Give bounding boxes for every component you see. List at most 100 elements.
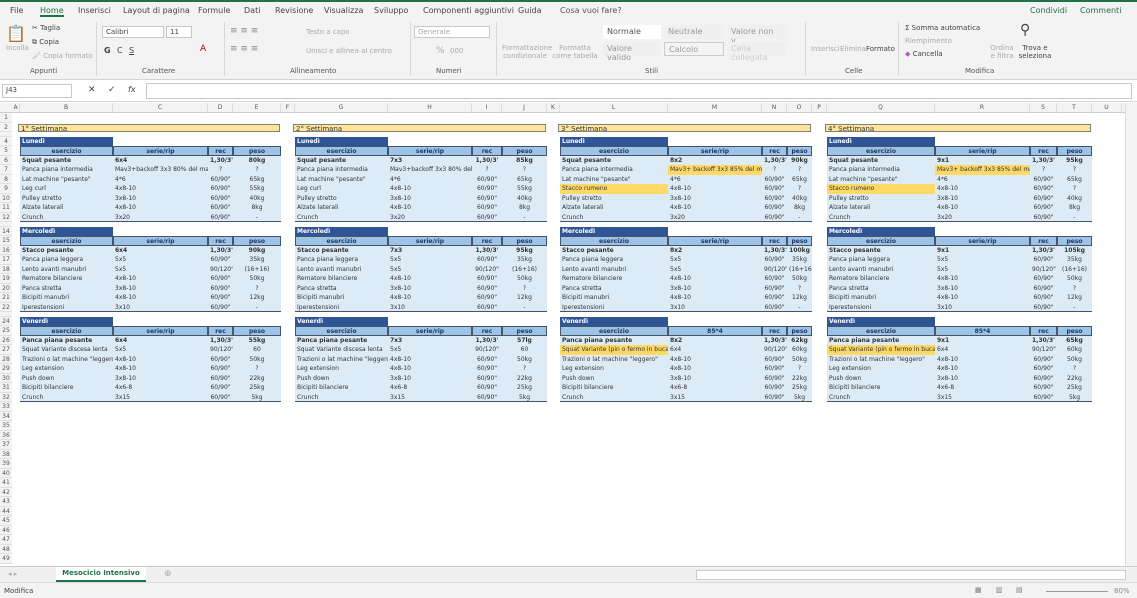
exercise-cell[interactable]: 3x10 (935, 302, 1030, 312)
row-header[interactable]: 33 (0, 402, 12, 412)
exercise-cell[interactable]: Lento avanti manubri (560, 264, 668, 274)
menu-dati[interactable]: Dati (244, 6, 261, 15)
exercise-cell[interactable]: ? (1057, 283, 1092, 293)
horizontal-scrollbar[interactable] (696, 570, 1126, 580)
row-header[interactable]: 34 (0, 411, 12, 421)
exercise-cell[interactable]: Trazioni o lat machine "leggero" (560, 354, 668, 364)
row-header[interactable]: 4 (0, 136, 12, 146)
exercise-cell[interactable]: 12kg (787, 293, 812, 303)
exercise-cell[interactable]: Rematore bilanciere (560, 274, 668, 284)
row-header[interactable]: 35 (0, 421, 12, 431)
exercise-cell[interactable]: 3x8-10 (935, 283, 1030, 293)
row-header[interactable]: 24 (0, 316, 12, 326)
exercise-cell[interactable]: 3x10 (668, 302, 762, 312)
exercise-cell[interactable]: 60/90" (472, 212, 502, 222)
exercise-cell[interactable]: Bicipiti manubri (560, 293, 668, 303)
exercise-cell[interactable]: Alzate laterali (827, 203, 935, 213)
exercise-cell[interactable]: 60/90" (208, 283, 233, 293)
exercise-cell[interactable]: 6x4 (935, 345, 1030, 355)
search-icon[interactable]: ⚲ (1020, 22, 1031, 38)
exercise-cell[interactable]: 4x8-10 (935, 203, 1030, 213)
exercise-cell[interactable]: 4x8-10 (113, 354, 208, 364)
exercise-cell[interactable]: Lento avanti manubri (295, 264, 388, 274)
exercise-cell[interactable]: Panca piana pesante (295, 335, 388, 345)
exercise-cell[interactable]: 4x6-8 (935, 383, 1030, 393)
exercise-cell[interactable]: - (787, 302, 812, 312)
column-header-C[interactable]: C (113, 103, 208, 113)
exercise-cell[interactable]: 40kg (502, 193, 547, 203)
menu-componenti-aggiuntivi[interactable]: Componenti aggiuntivi (423, 6, 514, 15)
clear-button[interactable]: ◆ Cancella (905, 50, 943, 58)
exercise-cell[interactable]: 50kg (502, 354, 547, 364)
exercise-cell[interactable]: 5x5 (935, 264, 1030, 274)
sort-filter-button[interactable]: Ordina e filtra (990, 44, 1014, 60)
exercise-cell[interactable]: 4*6 (388, 174, 472, 184)
exercise-cell[interactable]: 8x2 (668, 335, 762, 345)
exercise-cell[interactable]: 6x4 (113, 335, 208, 345)
delete-cells-button[interactable]: Elimina (840, 45, 866, 53)
exercise-cell[interactable]: 90/120" (472, 345, 502, 355)
exercise-cell[interactable]: Pulley stretto (560, 193, 668, 203)
exercise-cell[interactable]: ? (208, 165, 233, 175)
exercise-cell[interactable]: 8x2 (668, 245, 762, 255)
exercise-cell[interactable]: Push down (20, 373, 113, 383)
format-cells-button[interactable]: Formato (866, 45, 895, 53)
exercise-cell[interactable]: 55kg (233, 184, 281, 194)
row-header[interactable]: 36 (0, 430, 12, 440)
exercise-cell[interactable]: 50kg (1057, 354, 1092, 364)
exercise-cell[interactable]: 90/120" (1030, 345, 1057, 355)
row-header[interactable]: 16 (0, 245, 12, 255)
exercise-cell[interactable]: 60/90" (208, 203, 233, 213)
row-header[interactable]: 25 (0, 326, 12, 336)
exercise-cell[interactable]: 1,30/3' (208, 245, 233, 255)
exercise-cell[interactable]: 50kg (502, 274, 547, 284)
exercise-cell[interactable]: 7x3 (388, 245, 472, 255)
font-color-icon[interactable]: A (200, 44, 207, 54)
exercise-cell[interactable]: (16+16) (1057, 264, 1092, 274)
exercise-cell[interactable]: 4x8-10 (935, 274, 1030, 284)
exercise-cell[interactable]: 8kg (1057, 203, 1092, 213)
exercise-cell[interactable]: 5x5 (113, 255, 208, 265)
row-header[interactable] (0, 312, 12, 317)
exercise-cell[interactable]: 62kg (787, 335, 812, 345)
row-header[interactable]: 26 (0, 335, 12, 345)
menu-guida[interactable]: Guida (518, 6, 542, 15)
column-header-I[interactable]: I (472, 103, 502, 113)
row-header[interactable]: 7 (0, 165, 12, 175)
exercise-cell[interactable]: 50kg (233, 354, 281, 364)
menu-home[interactable]: Home (40, 6, 64, 17)
exercise-cell[interactable]: 60/90" (1030, 174, 1057, 184)
exercise-cell[interactable]: 60/90" (208, 212, 233, 222)
exercise-cell[interactable]: 95kg (502, 245, 547, 255)
exercise-cell[interactable]: Pulley stretto (827, 193, 935, 203)
exercise-cell[interactable]: ? (1057, 165, 1092, 175)
exercise-cell[interactable]: Trazioni o lat machine "leggero" (827, 354, 935, 364)
row-header[interactable]: 1 (0, 113, 12, 123)
exercise-cell[interactable]: 4x8-10 (113, 364, 208, 374)
exercise-cell[interactable]: Panca piana intermedia (827, 165, 935, 175)
exercise-cell[interactable]: 65kg (787, 174, 812, 184)
style-normal[interactable]: Normale (603, 25, 661, 39)
exercise-cell[interactable]: 6x4 (668, 345, 762, 355)
row-header[interactable] (0, 132, 12, 137)
exercise-cell[interactable]: Crunch (827, 212, 935, 222)
exercise-cell[interactable]: 90/120" (472, 264, 502, 274)
exercise-cell[interactable]: 60/90" (762, 383, 787, 393)
exercise-cell[interactable]: Panca piana leggera (20, 255, 113, 265)
exercise-cell[interactable]: 3x8-10 (113, 193, 208, 203)
exercise-cell[interactable]: Panca stretta (295, 283, 388, 293)
exercise-cell[interactable]: 60/90" (472, 373, 502, 383)
exercise-cell[interactable]: 3x8-10 (388, 283, 472, 293)
row-header[interactable]: 15 (0, 236, 12, 246)
exercise-cell[interactable]: 60/90" (1030, 203, 1057, 213)
menu-sviluppo[interactable]: Sviluppo (374, 6, 409, 15)
exercise-cell[interactable]: - (1057, 212, 1092, 222)
exercise-cell[interactable]: 4x6-8 (113, 383, 208, 393)
row-header[interactable]: 31 (0, 383, 12, 393)
exercise-cell[interactable]: 4x8-10 (935, 293, 1030, 303)
thousands-button[interactable]: 000 (450, 47, 464, 55)
exercise-cell[interactable]: 4*6 (113, 174, 208, 184)
column-header-J[interactable]: J (502, 103, 547, 113)
exercise-cell[interactable]: 3x8-10 (935, 373, 1030, 383)
row-header[interactable]: 29 (0, 364, 12, 374)
